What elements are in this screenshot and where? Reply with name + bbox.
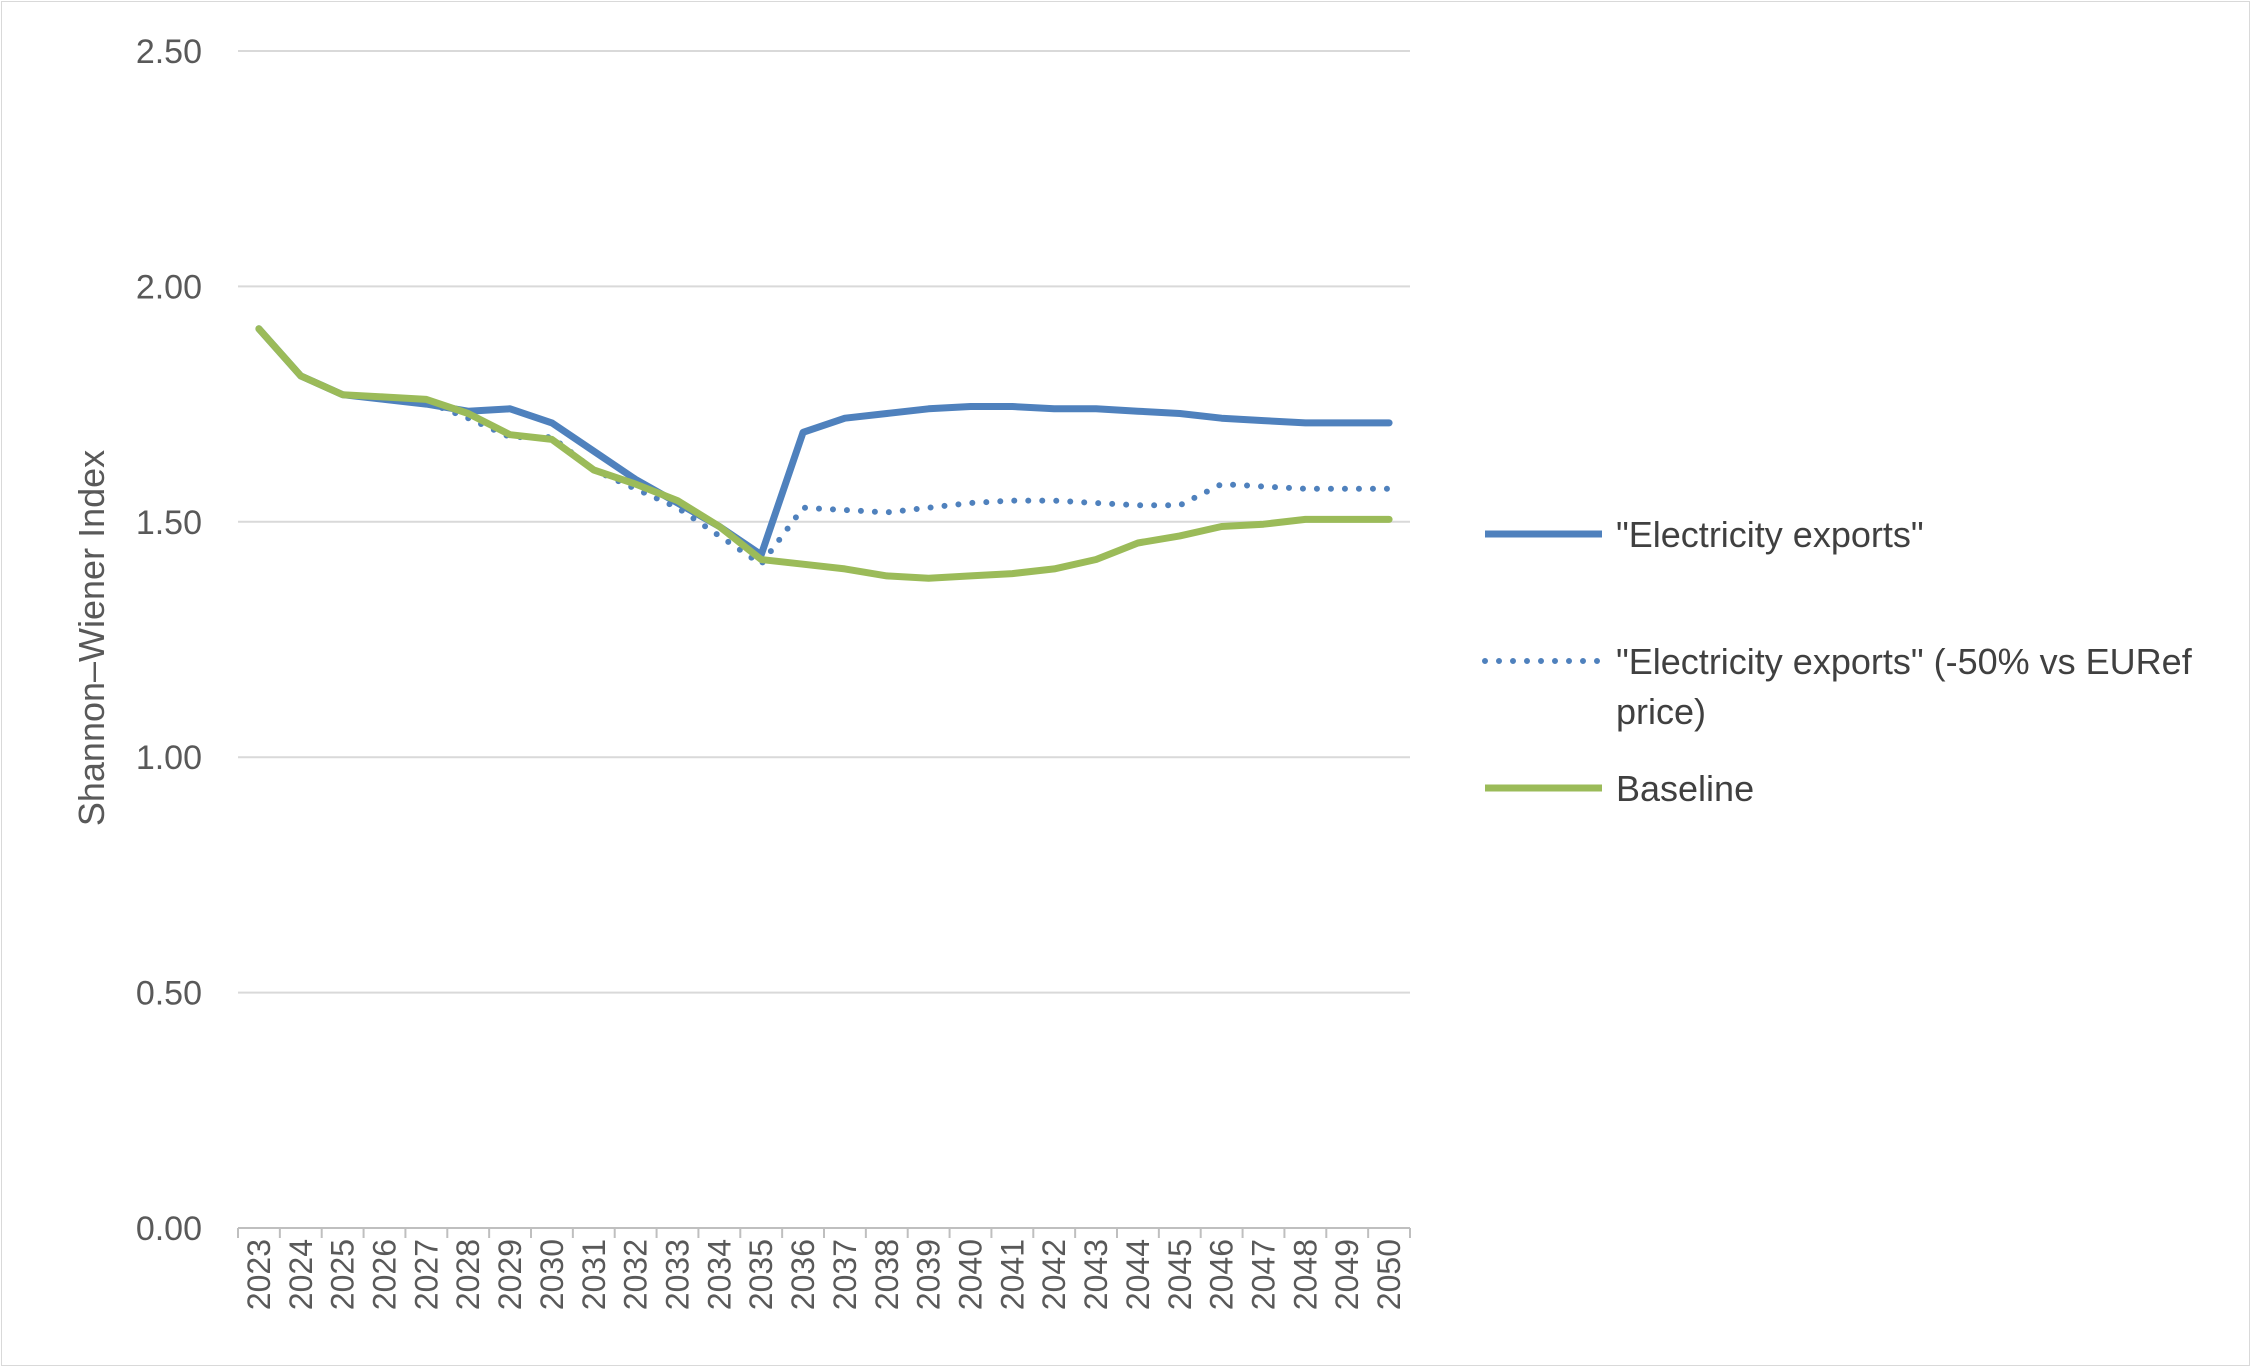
series-line (255, 325, 1393, 582)
y-tick-label: 1.00 (136, 739, 202, 777)
x-tick-label: 2040 (953, 1239, 989, 1310)
y-axis-ticks: 0.00 0.50 1.00 1.50 2.00 2.50 (136, 33, 202, 1248)
x-tick-label: 2037 (827, 1239, 863, 1310)
y-axis-title: Shannon–Wiener Index (71, 450, 112, 826)
x-tick-label: 2024 (283, 1239, 319, 1310)
x-tick-label: 2043 (1078, 1239, 1114, 1310)
x-tick-label: 2046 (1204, 1239, 1240, 1310)
x-tick-label: 2031 (576, 1239, 612, 1310)
x-tick-label: 2038 (869, 1239, 905, 1310)
x-tick-label: 2041 (994, 1239, 1030, 1310)
x-tick-label: 2044 (1120, 1239, 1156, 1310)
x-tick-label: 2048 (1287, 1239, 1323, 1310)
x-tick-label: 2029 (492, 1239, 528, 1310)
x-tick-label: 2050 (1371, 1239, 1407, 1310)
x-tick-label: 2032 (618, 1239, 654, 1310)
x-axis-ticks: 2023 2024 2025 2026 2027 2028 2029 2030 2031 2032… (241, 1239, 1407, 1310)
gridlines (238, 50, 1410, 994)
x-tick-label: 2049 (1329, 1239, 1365, 1310)
x-tick-label: 2033 (660, 1239, 696, 1310)
y-tick-label: 2.50 (136, 33, 202, 71)
legend-label: "Electricity exports" (-50% vs EURef (1616, 641, 2193, 682)
x-tick-label: 2035 (743, 1239, 779, 1310)
y-tick-label: 1.50 (136, 504, 202, 542)
x-tick-label: 2027 (408, 1239, 444, 1310)
x-tick-label: 2030 (534, 1239, 570, 1310)
x-tick-label: 2026 (367, 1239, 403, 1310)
x-tick-label: 2025 (325, 1239, 361, 1310)
legend-label: "Electricity exports" (1616, 514, 1924, 555)
x-tick-label: 2045 (1162, 1239, 1198, 1310)
x-tick-label: 2028 (450, 1239, 486, 1310)
x-tick-label: 2023 (241, 1239, 277, 1310)
x-axis (237, 1227, 1411, 1238)
x-tick-label: 2039 (911, 1239, 947, 1310)
y-tick-label: 2.00 (136, 268, 202, 306)
y-tick-label: 0.00 (136, 1210, 202, 1248)
legend-label: price) (1616, 691, 1706, 732)
legend: "Electricity exports" "Electricity export… (1482, 514, 2193, 809)
x-tick-label: 2034 (701, 1239, 737, 1310)
x-tick-label: 2036 (785, 1239, 821, 1310)
series-lines (255, 325, 1393, 582)
y-tick-label: 0.50 (136, 975, 202, 1013)
legend-label: Baseline (1616, 768, 1754, 809)
x-tick-label: 2042 (1036, 1239, 1072, 1310)
x-tick-label: 2047 (1246, 1239, 1282, 1310)
